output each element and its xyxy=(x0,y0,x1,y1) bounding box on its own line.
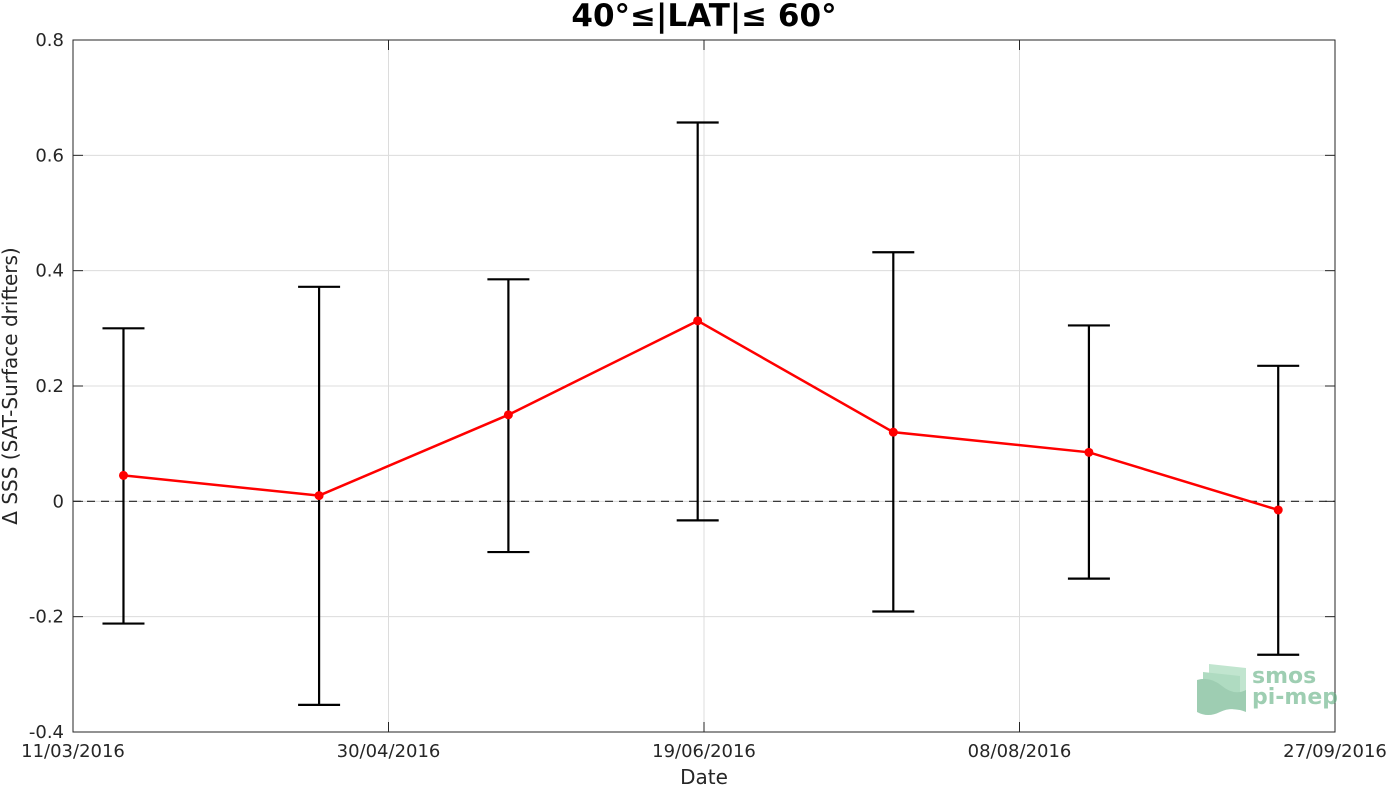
data-points xyxy=(118,316,1283,515)
logo-emblem-icon xyxy=(1197,664,1246,715)
y-axis-label: Δ SSS (SAT-Surface drifters) xyxy=(0,247,22,524)
x-tick-label: 19/06/2016 xyxy=(652,741,756,762)
x-tick-label: 11/03/2016 xyxy=(21,741,125,762)
y-tick-label: 0.8 xyxy=(35,30,64,51)
data-point xyxy=(693,316,703,326)
y-tick-labels: -0.4 -0.2 0 0.2 0.4 0.6 0.8 xyxy=(29,30,64,743)
y-tick-label: 0 xyxy=(53,491,64,512)
x-tick-label: 30/04/2016 xyxy=(337,741,441,762)
data-point xyxy=(888,427,898,437)
axis-ticks xyxy=(72,39,1336,733)
smos-pimep-logo: smos pi-mep xyxy=(1197,664,1338,715)
x-tick-labels: 11/03/2016 30/04/2016 19/06/2016 08/08/2016… xyxy=(21,741,1387,762)
logo-text-smos: smos xyxy=(1252,664,1316,689)
y-tick-label: -0.4 xyxy=(29,722,64,743)
y-tick-label: 0.4 xyxy=(35,261,64,282)
chart-title: 40°≤|LAT|≤ 60° xyxy=(571,0,836,34)
data-point xyxy=(1084,447,1094,457)
data-point xyxy=(1273,505,1283,515)
x-tick-label: 27/09/2016 xyxy=(1283,741,1387,762)
y-tick-label: 0.2 xyxy=(35,376,64,397)
x-axis-label: Date xyxy=(680,765,728,786)
logo-text-pimep: pi-mep xyxy=(1252,685,1338,710)
y-tick-label: -0.2 xyxy=(29,607,64,628)
x-tick-label: 08/08/2016 xyxy=(968,741,1072,762)
data-point xyxy=(503,410,513,420)
data-point xyxy=(118,470,128,480)
data-point xyxy=(314,491,324,501)
y-tick-label: 0.6 xyxy=(35,145,64,166)
